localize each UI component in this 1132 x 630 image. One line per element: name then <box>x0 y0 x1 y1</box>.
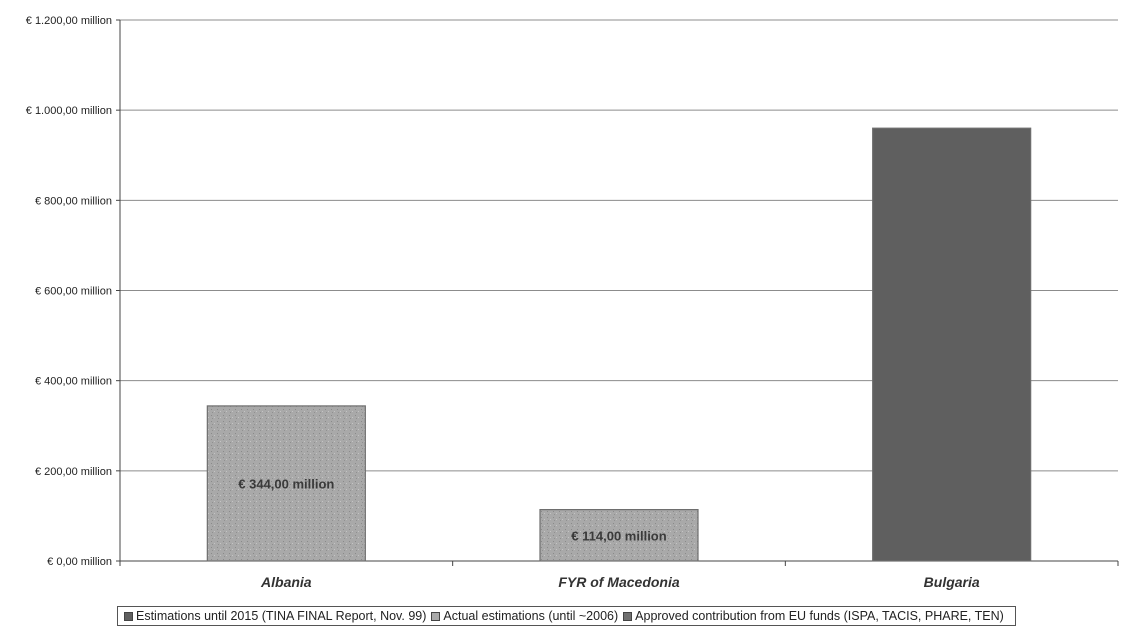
y-axis-tick-labels: € 0,00 million € 200,00 million € 400,00 m… <box>26 15 112 568</box>
legend-swatch <box>124 611 133 621</box>
y-tick-label: € 0,00 million <box>47 556 112 568</box>
legend-swatch <box>623 611 633 621</box>
data-label: € 344,00 million <box>238 476 334 491</box>
legend-item: Approved contribution from EU funds (ISP… <box>623 609 1004 623</box>
y-tick-label: € 200,00 million <box>35 466 112 478</box>
x-category-label: Bulgaria <box>924 574 980 590</box>
y-tick-label: € 600,00 million <box>35 286 112 298</box>
y-tick-label: € 800,00 million <box>35 195 112 207</box>
data-labels: € 344,00 million € 114,00 million <box>238 476 666 543</box>
x-category-label: FYR of Macedonia <box>558 574 680 590</box>
bars <box>206 127 1032 562</box>
legend-label: Approved contribution from EU funds (ISP… <box>635 609 1004 623</box>
y-tick-label: € 1.200,00 million <box>26 15 112 27</box>
legend-label: Actual estimations (until ~2006) <box>443 609 619 623</box>
y-tick-label: € 400,00 million <box>35 376 112 388</box>
legend-swatch <box>431 611 441 621</box>
legend-item: Actual estimations (until ~2006) <box>431 609 618 623</box>
bar-chart: € 0,00 million € 200,00 million € 400,00 m… <box>26 15 1119 590</box>
bar-bulgaria <box>872 127 1032 562</box>
x-category-label: Albania <box>260 574 312 590</box>
bar-fyr-of-macedonia <box>539 509 699 562</box>
y-tick-label: € 1.000,00 million <box>26 105 112 117</box>
bar-albania <box>206 405 366 562</box>
x-axis-category-labels: Albania FYR of Macedonia Bulgaria <box>260 574 980 590</box>
legend-label: Estimations until 2015 (TINA FINAL Repor… <box>136 609 427 623</box>
legend-item: Estimations until 2015 (TINA FINAL Repor… <box>124 609 426 623</box>
data-label: € 114,00 million <box>571 528 666 543</box>
legend: Estimations until 2015 (TINA FINAL Repor… <box>117 606 1016 626</box>
